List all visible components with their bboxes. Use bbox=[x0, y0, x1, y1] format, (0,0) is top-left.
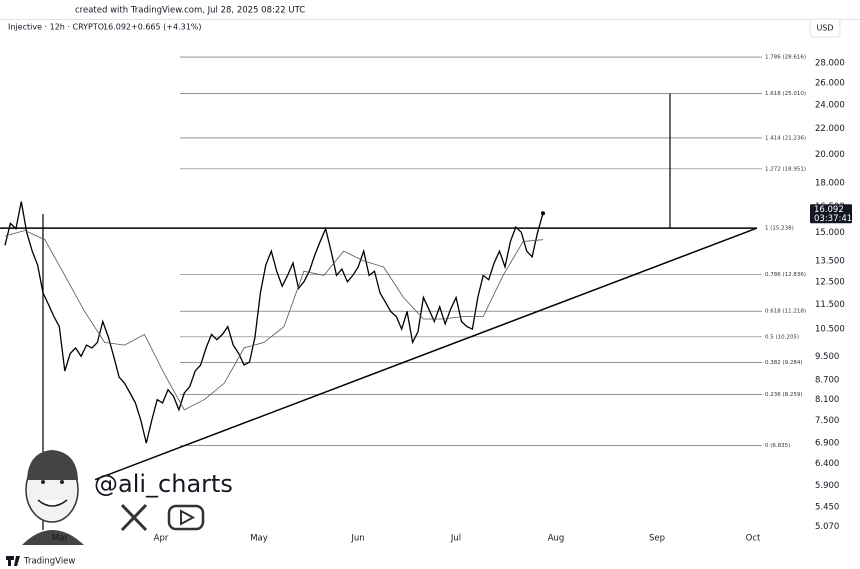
y-tick-label: 12.500 bbox=[815, 277, 845, 287]
x-tick-label: Apr bbox=[154, 534, 169, 544]
y-tick-label: 11.500 bbox=[815, 300, 845, 310]
currency-box[interactable] bbox=[809, 18, 841, 38]
avatar-eye bbox=[41, 480, 45, 484]
fib-label: 1 (15.238) bbox=[765, 226, 794, 232]
y-tick-label: 26.000 bbox=[815, 79, 845, 89]
avatar-hair bbox=[27, 450, 78, 480]
watermark-handle: @ali_charts bbox=[94, 470, 233, 498]
price-tag-timer: 03:37:41 bbox=[814, 214, 852, 224]
price-tag-value: 16.092 bbox=[814, 205, 844, 215]
x-tick-label: Jun bbox=[350, 534, 364, 544]
y-tick-label: 24.000 bbox=[815, 100, 845, 110]
y-tick-label: 9.500 bbox=[815, 352, 839, 362]
x-tick-label: Sep bbox=[649, 534, 665, 544]
last-point bbox=[541, 211, 545, 216]
y-tick-label: 28.000 bbox=[815, 58, 845, 68]
y-tick-label: 18.000 bbox=[815, 178, 845, 188]
trendline bbox=[94, 227, 758, 481]
moving-average bbox=[4, 230, 544, 411]
fib-label: 0 (6.835) bbox=[765, 443, 790, 449]
x-tick-label: Jul bbox=[450, 534, 461, 544]
x-tick-label: Aug bbox=[548, 534, 565, 544]
x-logo bbox=[120, 503, 148, 532]
currency[interactable]: USD bbox=[816, 24, 833, 33]
avatar-eye bbox=[60, 480, 64, 484]
youtube-play bbox=[180, 509, 196, 526]
price-change: +0.665 (+4.31%) bbox=[131, 23, 202, 32]
fib-label: 0.236 (8.259) bbox=[765, 392, 803, 398]
symbol: Injective · 12h · CRYPTO bbox=[8, 23, 104, 32]
fib-label: 1.272 (18.951) bbox=[765, 166, 806, 172]
last-price: 16.092 bbox=[103, 23, 131, 32]
fib-label: 1.414 (21.236) bbox=[765, 135, 806, 141]
y-tick-label: 5.070 bbox=[815, 522, 839, 532]
y-tick-label: 5.450 bbox=[815, 503, 839, 513]
fib-label: 0.5 (10.205) bbox=[765, 334, 799, 340]
avatar-body bbox=[22, 530, 84, 545]
fib-label: 1.786 (28.616) bbox=[765, 55, 806, 61]
brand: TradingView bbox=[23, 557, 75, 567]
x-tick-label: Oct bbox=[746, 534, 761, 544]
price-tag bbox=[810, 204, 852, 224]
x-tick-label: May bbox=[250, 534, 268, 544]
y-tick-label: 22.000 bbox=[815, 124, 845, 134]
fib-label: 1.618 (25.010) bbox=[765, 91, 806, 97]
price-line bbox=[4, 201, 544, 444]
y-tick-label: 20.000 bbox=[815, 150, 845, 160]
fib-label: 0.618 (11.218) bbox=[765, 309, 806, 315]
y-tick-label: 10.500 bbox=[815, 325, 845, 335]
x-tick-label: Mar bbox=[52, 534, 69, 544]
avatar-smile bbox=[37, 499, 68, 507]
y-tick-label: 6.900 bbox=[815, 439, 839, 449]
fib-label: 0.786 (12.836) bbox=[765, 272, 806, 278]
y-tick-label: 13.500 bbox=[815, 256, 845, 266]
y-tick-label: 8.100 bbox=[815, 395, 839, 405]
youtube-logo bbox=[167, 504, 205, 531]
y-tick-label: 5.900 bbox=[815, 481, 839, 491]
y-tick-label: 8.700 bbox=[815, 376, 839, 386]
brand-logo bbox=[6, 556, 20, 566]
fib-label: 0.382 (9.284) bbox=[765, 360, 803, 366]
watermark: @ali_charts bbox=[22, 450, 233, 545]
y-tick-label: 6.400 bbox=[815, 459, 839, 469]
created-note: created with TradingView.com, Jul 28, 20… bbox=[75, 6, 305, 16]
y-tick-label: 15.000 bbox=[815, 228, 845, 238]
y-tick-label: 7.500 bbox=[815, 416, 839, 426]
